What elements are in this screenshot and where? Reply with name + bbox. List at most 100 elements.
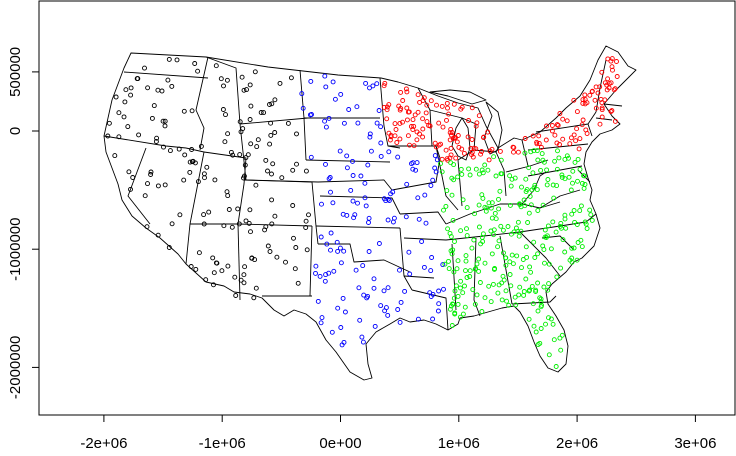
data-point-south-east <box>458 166 464 172</box>
data-point-north-east <box>497 148 503 154</box>
data-point-west <box>116 134 122 140</box>
data-point-south-east <box>472 211 477 217</box>
data-point-north-east <box>536 133 542 139</box>
data-point-west <box>252 69 258 75</box>
data-point-west <box>211 282 216 288</box>
data-point-west <box>225 263 231 269</box>
data-point-west <box>151 103 157 109</box>
data-point-south-east <box>486 200 492 206</box>
data-point-south-east <box>446 258 451 264</box>
data-point-north-east <box>487 148 493 154</box>
data-point-north-east <box>511 149 516 155</box>
state-boundaries <box>103 45 637 381</box>
data-point-central <box>322 118 328 124</box>
state-boundary <box>445 201 561 225</box>
data-point-west <box>144 224 150 230</box>
data-point-south-east <box>500 273 506 279</box>
data-point-south-east <box>439 169 445 175</box>
data-point-west <box>304 247 310 253</box>
data-point-west <box>161 144 166 150</box>
data-point-south-east <box>496 238 502 244</box>
data-point-south-east <box>557 335 563 341</box>
data-point-north-east <box>549 128 555 134</box>
data-point-south-east <box>553 364 559 369</box>
data-point-central <box>338 260 344 266</box>
data-point-west <box>169 83 175 89</box>
data-point-north-east <box>411 143 417 149</box>
data-point-south-east <box>534 148 540 154</box>
data-point-south-east <box>479 192 485 198</box>
data-point-central <box>323 124 329 130</box>
data-point-south-east <box>552 158 558 164</box>
data-point-west <box>166 245 172 250</box>
data-point-north-east <box>440 124 446 130</box>
data-point-west <box>159 88 165 94</box>
data-point-south-east <box>510 261 516 267</box>
data-point-south-east <box>528 149 534 155</box>
data-point-north-east <box>452 135 457 141</box>
data-point-south-east <box>558 265 564 271</box>
data-point-west <box>272 130 278 135</box>
state-boundary <box>205 56 241 125</box>
data-point-central <box>313 263 319 269</box>
data-point-south-east <box>566 174 572 180</box>
data-point-west <box>220 107 226 112</box>
data-point-north-east <box>469 137 475 142</box>
data-point-west <box>292 266 298 272</box>
state-boundary <box>595 117 613 121</box>
data-point-west <box>145 85 151 91</box>
data-point-central <box>368 148 374 154</box>
data-point-north-east <box>470 154 476 160</box>
data-point-central <box>432 165 438 171</box>
data-point-south-east <box>503 262 509 268</box>
data-point-south-east <box>575 178 580 184</box>
data-point-south-east <box>507 202 513 208</box>
data-point-west <box>229 224 235 230</box>
data-point-central <box>436 301 442 307</box>
data-point-west <box>136 132 142 138</box>
data-point-north-east <box>448 152 454 158</box>
data-point-south-east <box>546 315 551 321</box>
state-boundary <box>403 275 435 279</box>
data-point-south-east <box>571 208 577 213</box>
data-point-central <box>403 214 409 220</box>
data-point-north-east <box>593 105 599 111</box>
data-point-central <box>367 85 372 91</box>
data-point-north-east <box>396 103 402 109</box>
data-point-south-east <box>531 148 537 154</box>
data-point-south-east <box>562 156 568 162</box>
data-point-central <box>299 91 305 97</box>
data-point-central <box>329 329 335 335</box>
data-point-west <box>174 57 180 63</box>
data-point-west <box>162 182 168 188</box>
data-point-central <box>323 84 329 90</box>
data-point-west <box>247 207 253 213</box>
data-point-west <box>188 264 194 269</box>
data-point-north-east <box>421 95 427 101</box>
data-point-west <box>177 212 183 218</box>
data-point-south-east <box>551 195 557 201</box>
data-point-north-east <box>459 104 465 110</box>
data-point-central <box>330 79 336 85</box>
data-point-north-east <box>599 114 605 120</box>
data-point-south-east <box>532 182 538 188</box>
data-point-north-east <box>612 118 618 124</box>
data-point-central <box>358 173 364 179</box>
data-point-south-east <box>460 311 466 317</box>
data-point-south-east <box>522 150 528 156</box>
x-tick-label: -2e+06 <box>80 435 127 452</box>
data-point-south-east <box>463 253 469 259</box>
data-point-south-east <box>528 269 534 275</box>
state-boundary <box>317 179 393 191</box>
data-point-south-east <box>507 272 513 277</box>
data-point-south-east <box>516 292 522 298</box>
data-point-north-east <box>384 107 390 113</box>
data-point-north-east <box>612 86 618 92</box>
x-tick-label: 2e+06 <box>556 435 598 452</box>
data-point-north-east <box>455 133 461 138</box>
data-point-south-east <box>540 202 546 208</box>
data-point-central <box>430 177 436 183</box>
data-point-south-east <box>535 280 541 286</box>
data-point-north-east <box>468 145 474 151</box>
data-point-south-east <box>479 309 485 314</box>
